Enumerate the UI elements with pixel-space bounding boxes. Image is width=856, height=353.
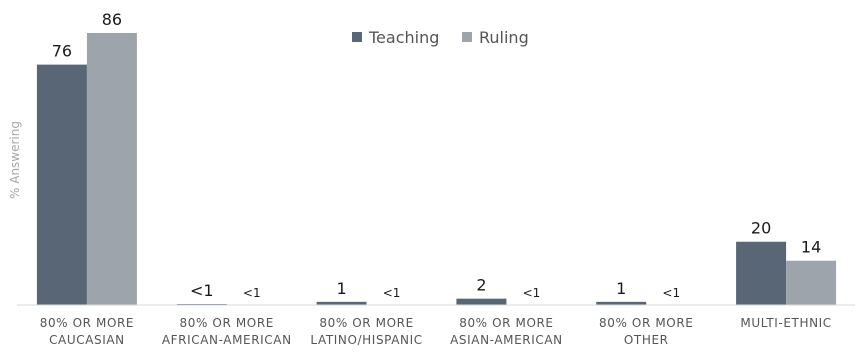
bar-ruling-0 [86, 33, 137, 305]
y-axis-title: % Answering [8, 121, 22, 199]
bar-teaching-2 [316, 301, 367, 305]
bar-teaching-0 [36, 64, 87, 306]
category-tick-label-5-0: MULTI-ETHNIC [740, 316, 831, 330]
data-label-ruling-1: <1 [243, 286, 261, 300]
data-label-teaching-3: 2 [476, 276, 486, 295]
category-tick-label-2-1: LATINO/HISPANIC [310, 333, 422, 347]
category-tick-label-1-1: AFRICAN-AMERICAN [162, 333, 292, 347]
data-label-ruling-4: <1 [662, 286, 680, 300]
bar-ruling-5 [786, 260, 837, 305]
category-tick-label-3-0: 80% OR MORE [459, 316, 553, 330]
category-tick-label-2-0: 80% OR MORE [319, 316, 413, 330]
category-tick-label-0-1: CAUCASIAN [49, 333, 125, 347]
legend-label-teaching: Teaching [368, 28, 439, 47]
data-label-ruling-3: <1 [523, 286, 541, 300]
data-label-ruling-2: <1 [383, 286, 401, 300]
category-tick-label-4-0: 80% OR MORE [599, 316, 693, 330]
value-labels-group: 76 86 <1 <1 1 <1 2 <1 1 <1 20 14 [52, 10, 822, 300]
data-label-teaching-4: 1 [616, 279, 626, 298]
data-label-teaching-0: 76 [52, 42, 72, 61]
legend-swatch-teaching [352, 32, 362, 42]
legend-swatch-ruling [462, 32, 472, 42]
bars-group [36, 33, 837, 306]
tick-labels-group: 80% OR MORE CAUCASIAN 80% OR MORE AFRICAN-A… [40, 316, 831, 347]
category-tick-label-1-0: 80% OR MORE [180, 316, 274, 330]
data-label-teaching-1: <1 [190, 281, 214, 300]
data-label-ruling-0: 86 [102, 10, 122, 29]
bar-teaching-4 [596, 301, 647, 305]
data-label-teaching-2: 1 [336, 279, 346, 298]
legend-label-ruling: Ruling [479, 28, 529, 47]
category-tick-label-3-1: ASIAN-AMERICAN [450, 333, 563, 347]
data-label-ruling-5: 14 [801, 238, 821, 257]
bar-teaching-5 [736, 241, 787, 305]
category-tick-label-0-0: 80% OR MORE [40, 316, 134, 330]
data-label-teaching-5: 20 [751, 219, 771, 238]
category-tick-label-4-1: OTHER [624, 333, 669, 347]
legend: Teaching Ruling [352, 28, 529, 47]
bar-teaching-3 [456, 298, 507, 305]
y-axis-title-group: % Answering [8, 121, 22, 199]
